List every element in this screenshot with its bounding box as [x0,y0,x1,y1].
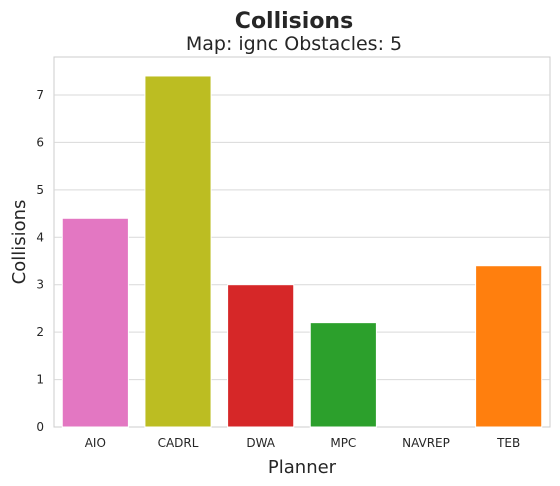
x-tick-label: TEB [496,436,520,450]
x-axis-label: Planner [268,457,337,478]
y-tick-label: 3 [36,278,44,292]
y-tick-label: 2 [36,325,44,339]
x-tick-label: MPC [330,436,356,450]
y-tick-label: 6 [36,135,44,149]
y-axis-ticks: 0 1 2 3 4 5 6 7 [36,88,44,434]
bar-aio [61,217,129,428]
x-axis-ticks: AIO CADRL DWA MPC NAVREP TEB [85,436,521,450]
y-tick-label: 1 [36,373,44,387]
bar-teb [475,265,543,428]
x-tick-label: AIO [85,436,106,450]
x-tick-label: NAVREP [402,436,450,450]
x-tick-label: CADRL [158,436,199,450]
y-axis-label: Collisions [9,200,30,285]
bar-mpc [309,322,377,428]
y-tick-label: 0 [36,420,44,434]
bars [61,75,543,428]
bar-dwa [227,284,295,428]
chart-title: Collisions [235,9,353,34]
x-tick-label: DWA [246,436,275,450]
y-tick-label: 5 [36,183,44,197]
y-tick-label: 7 [36,88,44,102]
gridlines [54,94,550,381]
bar-cadrl [144,75,212,428]
plot-area [53,56,551,428]
chart-subtitle: Map: ignc Obstacles: 5 [186,33,402,55]
y-tick-label: 4 [36,230,44,244]
